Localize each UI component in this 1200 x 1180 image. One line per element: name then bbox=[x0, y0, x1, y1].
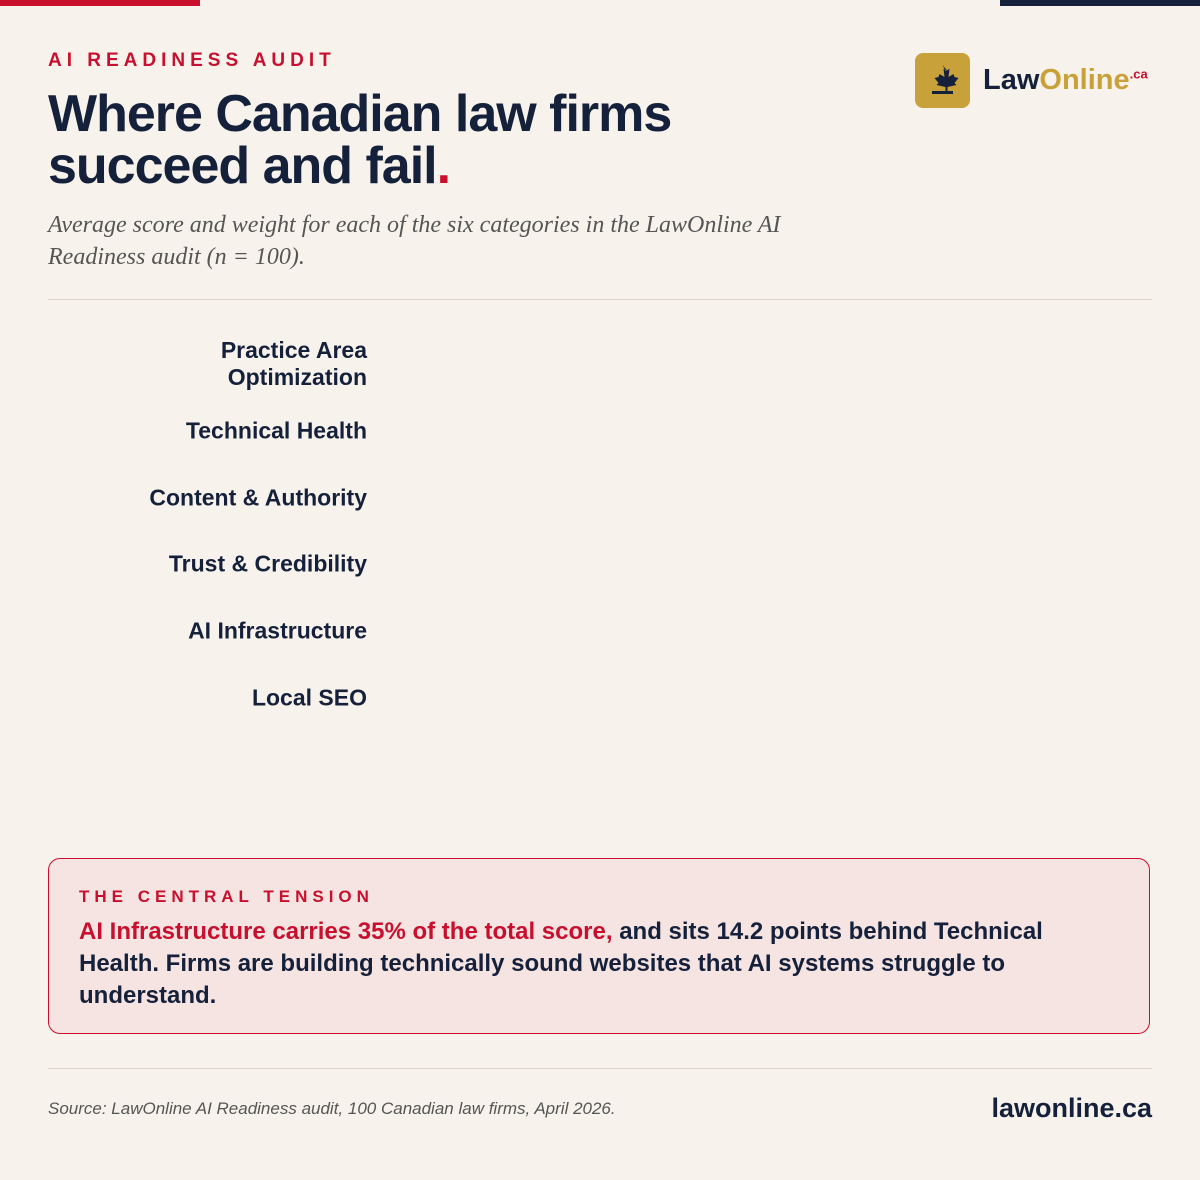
category-label: Content & Authority bbox=[149, 484, 367, 511]
title: Where Canadian law firms succeed and fai… bbox=[48, 88, 768, 192]
category-label: Practice Area Optimization bbox=[220, 337, 367, 390]
callout-highlight: AI Infrastructure carries 35% of the tot… bbox=[79, 918, 613, 945]
logo-law: Law bbox=[983, 64, 1040, 96]
category-label: Technical Health bbox=[185, 417, 367, 444]
top-accent bbox=[0, 0, 200, 6]
divider bbox=[48, 1068, 1152, 1069]
divider bbox=[48, 299, 1152, 300]
callout-heading: THE CENTRAL TENSION bbox=[79, 887, 374, 906]
callout: THE CENTRAL TENSION AI Infrastructure ca… bbox=[48, 858, 1150, 1034]
source: Source: LawOnline AI Readiness audit, 10… bbox=[48, 1099, 616, 1118]
category-label: Trust & Credibility bbox=[168, 550, 367, 577]
title-mark: . bbox=[436, 137, 451, 195]
callout-body: AI Infrastructure carries 35% of the tot… bbox=[79, 916, 1109, 1012]
category-label: Local SEO bbox=[251, 684, 367, 711]
site: lawonline.ca bbox=[991, 1093, 1152, 1123]
category-label: AI Infrastructure bbox=[188, 617, 367, 644]
top-accent bbox=[1000, 0, 1200, 6]
callout-text: and sits 14.2 points behind Technical He… bbox=[79, 918, 1043, 1009]
logo-icon: 020406080100WEIGHT14%WEIGHT10%WEIGHT13%W… bbox=[915, 53, 970, 108]
logo-text: LawOnline.ca bbox=[983, 64, 1148, 97]
maple-leaf: 020406080100WEIGHT14%WEIGHT10%WEIGHT13%W… bbox=[932, 65, 959, 94]
eyebrow: AI READINESS AUDIT bbox=[48, 50, 336, 71]
title-text: Where Canadian law firms succeed and fai… bbox=[48, 85, 672, 195]
logo-tld: .ca bbox=[1129, 66, 1148, 82]
logo-online: Online bbox=[1039, 64, 1130, 96]
subtitle: Average score and weight for each of the… bbox=[48, 212, 781, 270]
